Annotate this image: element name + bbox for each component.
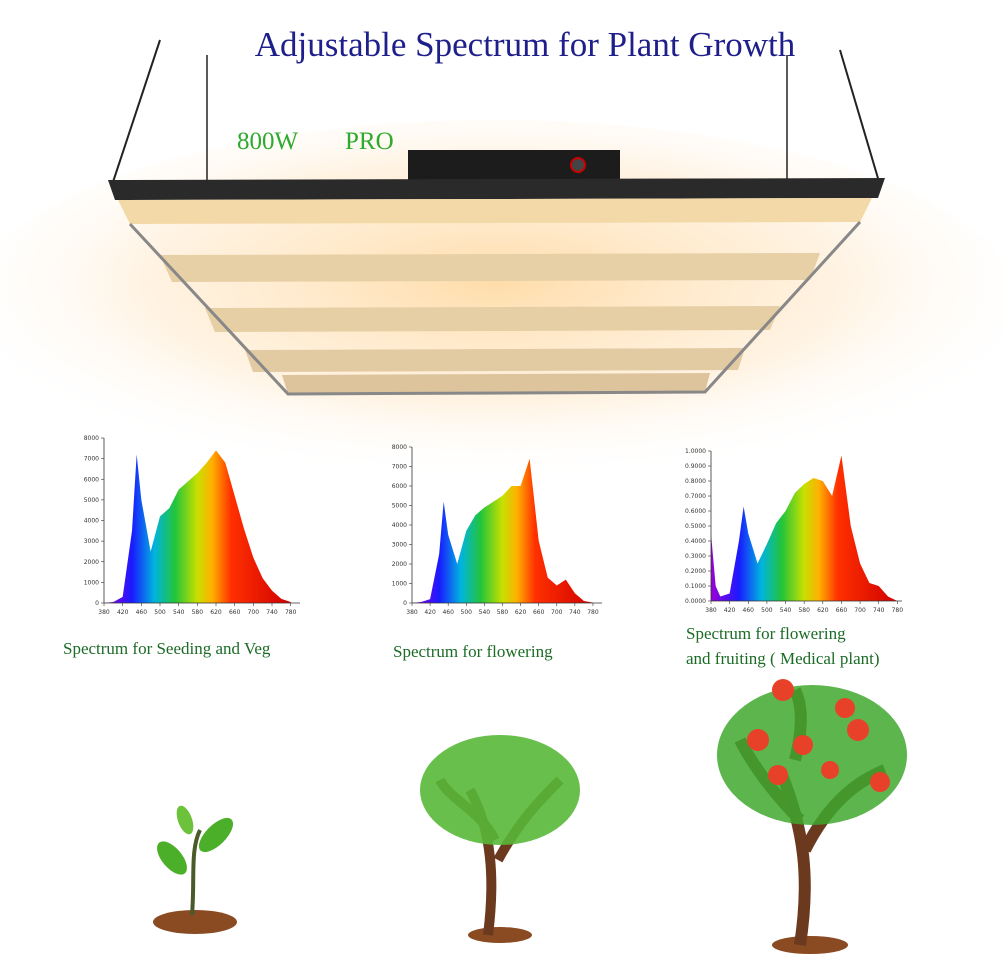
y-tick-label: 7000 (84, 456, 99, 463)
x-tick-label: 500 (461, 609, 473, 616)
x-tick-label: 420 (117, 609, 129, 616)
x-tick-label: 780 (587, 609, 599, 616)
caption: Spectrum for flowering (393, 642, 553, 661)
y-tick-label: 0.0000 (685, 598, 706, 605)
y-tick-label: 0.4000 (685, 538, 706, 545)
spectrum-area (711, 455, 898, 601)
x-tick-label: 700 (854, 607, 866, 614)
x-tick-label: 540 (173, 609, 185, 616)
y-tick-label: 2000 (84, 559, 99, 566)
x-tick-label: 660 (533, 609, 545, 616)
variant: PRO (345, 128, 394, 155)
grow-light (0, 39, 1003, 480)
x-tick-label: 380 (98, 609, 110, 616)
y-tick-label: 1000 (84, 579, 99, 586)
x-tick-label: 460 (136, 609, 148, 616)
y-tick-label: 4000 (392, 522, 407, 529)
y-tick-label: 0.5000 (685, 523, 706, 530)
title: Adjustable Spectrum for Plant Growth (255, 25, 796, 64)
y-tick-label: 6000 (84, 476, 99, 483)
spectrum-area (104, 450, 291, 603)
y-tick-label: 6000 (392, 483, 407, 490)
x-tick-label: 540 (780, 607, 792, 614)
x-tick-label: 700 (551, 609, 563, 616)
y-tick-label: 8000 (392, 444, 407, 451)
y-tick-label: 8000 (84, 435, 99, 442)
y-tick-label: 0 (403, 600, 407, 607)
y-tick-label: 3000 (84, 538, 99, 545)
caption: Spectrum for flowering (686, 624, 846, 643)
x-tick-label: 580 (798, 607, 810, 614)
y-tick-label: 0.9000 (685, 463, 706, 470)
spectrum-area (412, 458, 593, 603)
y-tick-label: 1.0000 (685, 448, 706, 455)
x-tick-label: 460 (442, 609, 454, 616)
y-tick-label: 0.2000 (685, 568, 706, 575)
y-tick-label: 2000 (392, 561, 407, 568)
x-tick-label: 580 (497, 609, 509, 616)
x-tick-label: 780 (892, 607, 904, 614)
x-tick-label: 580 (192, 609, 204, 616)
y-tick-label: 7000 (392, 464, 407, 471)
x-tick-label: 660 (229, 609, 241, 616)
y-tick-label: 0 (95, 600, 99, 607)
x-tick-label: 740 (266, 609, 278, 616)
x-tick-label: 620 (210, 609, 222, 616)
x-tick-label: 540 (479, 609, 491, 616)
caption: and fruiting ( Medical plant) (686, 649, 880, 668)
y-tick-label: 1000 (392, 581, 407, 588)
y-tick-label: 0.1000 (685, 583, 706, 590)
x-tick-label: 500 (154, 609, 166, 616)
x-tick-label: 380 (705, 607, 717, 614)
y-tick-label: 0.7000 (685, 493, 706, 500)
y-tick-label: 4000 (84, 518, 99, 525)
x-tick-label: 740 (569, 609, 581, 616)
model: 800W (237, 128, 299, 155)
y-tick-label: 0.3000 (685, 553, 706, 560)
y-tick-label: 5000 (392, 503, 407, 510)
x-tick-label: 620 (515, 609, 527, 616)
y-tick-label: 0.6000 (685, 508, 706, 515)
x-tick-label: 420 (424, 609, 436, 616)
plant-illustrations (153, 679, 907, 954)
x-tick-label: 500 (761, 607, 773, 614)
x-tick-label: 380 (406, 609, 418, 616)
x-tick-label: 740 (873, 607, 885, 614)
y-tick-label: 5000 (84, 497, 99, 504)
x-tick-label: 780 (285, 609, 297, 616)
y-tick-label: 3000 (392, 542, 407, 549)
x-tick-label: 460 (743, 607, 755, 614)
y-tick-label: 0.8000 (685, 478, 706, 485)
x-tick-label: 700 (248, 609, 260, 616)
x-tick-label: 620 (817, 607, 829, 614)
caption: Spectrum for Seeding and Veg (63, 639, 271, 658)
x-tick-label: 660 (836, 607, 848, 614)
x-tick-label: 420 (724, 607, 736, 614)
